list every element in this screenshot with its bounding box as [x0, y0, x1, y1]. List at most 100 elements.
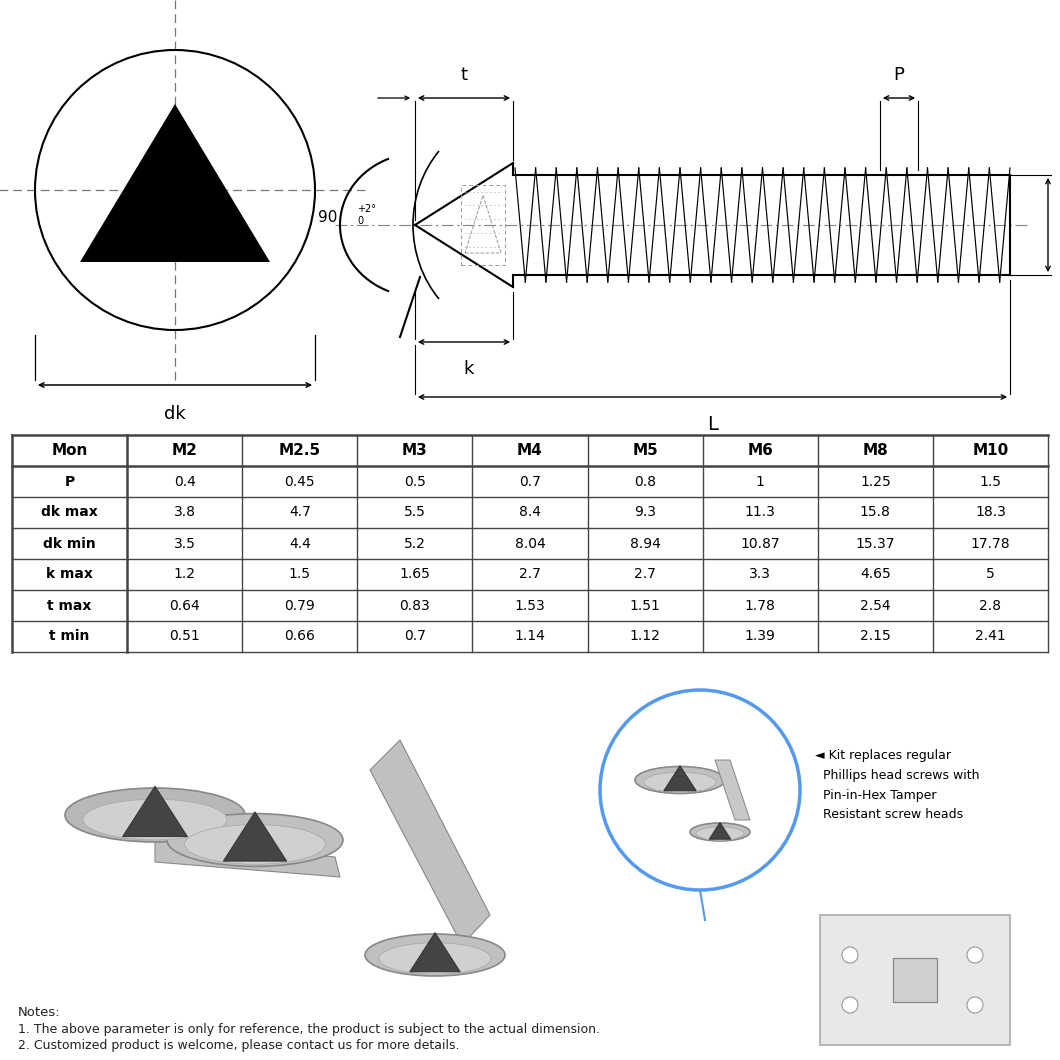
Bar: [820, 915, 1010, 1045]
Bar: [893, 958, 937, 1002]
Polygon shape: [664, 765, 696, 791]
Polygon shape: [716, 760, 750, 820]
Text: 2.8: 2.8: [979, 599, 1002, 613]
Text: 5: 5: [986, 567, 995, 582]
Text: 15.37: 15.37: [855, 536, 895, 550]
Text: 1.5: 1.5: [979, 475, 1002, 489]
Polygon shape: [370, 740, 490, 946]
Text: 17.78: 17.78: [971, 536, 1010, 550]
Text: dk min: dk min: [43, 536, 96, 550]
Circle shape: [842, 997, 858, 1013]
Text: 2.41: 2.41: [975, 630, 1006, 643]
Text: 0.79: 0.79: [284, 599, 315, 613]
Ellipse shape: [184, 825, 325, 864]
Text: 0.83: 0.83: [400, 599, 430, 613]
Polygon shape: [224, 812, 286, 861]
Text: 3.8: 3.8: [174, 506, 196, 519]
Text: 1.51: 1.51: [630, 599, 660, 613]
Ellipse shape: [167, 814, 343, 866]
Text: P: P: [65, 475, 74, 489]
Text: 0.51: 0.51: [170, 630, 200, 643]
Text: 8.04: 8.04: [514, 536, 546, 550]
Text: 11.3: 11.3: [745, 506, 776, 519]
Ellipse shape: [65, 788, 245, 842]
Text: 18.3: 18.3: [975, 506, 1006, 519]
Polygon shape: [410, 933, 460, 972]
Ellipse shape: [365, 934, 505, 976]
Text: 4.7: 4.7: [288, 506, 311, 519]
Text: 1.2: 1.2: [174, 567, 196, 582]
Text: 0.64: 0.64: [170, 599, 200, 613]
Text: 3.5: 3.5: [174, 536, 196, 550]
Text: 3.3: 3.3: [749, 567, 772, 582]
Text: ◄ Kit replaces regular: ◄ Kit replaces regular: [815, 748, 951, 761]
Text: 8.4: 8.4: [519, 506, 541, 519]
Text: t: t: [460, 66, 467, 84]
Text: 1.65: 1.65: [400, 567, 430, 582]
Text: 4.65: 4.65: [860, 567, 890, 582]
Text: 0.7: 0.7: [404, 630, 426, 643]
Polygon shape: [709, 823, 730, 840]
Text: t max: t max: [48, 599, 92, 613]
Text: 2.7: 2.7: [519, 567, 541, 582]
Text: k max: k max: [47, 567, 93, 582]
Text: 0: 0: [357, 216, 364, 226]
Text: 0.7: 0.7: [519, 475, 541, 489]
Polygon shape: [123, 787, 188, 836]
Text: 5.5: 5.5: [404, 506, 426, 519]
Ellipse shape: [83, 799, 227, 840]
Text: M5: M5: [632, 443, 658, 458]
Text: +2°: +2°: [357, 204, 376, 214]
Ellipse shape: [635, 766, 725, 794]
Text: M10: M10: [972, 443, 1008, 458]
Text: 15.8: 15.8: [860, 506, 890, 519]
Text: 90: 90: [318, 210, 337, 225]
Text: 9.3: 9.3: [634, 506, 656, 519]
Ellipse shape: [690, 823, 750, 841]
Text: Mon: Mon: [51, 443, 88, 458]
Text: Notes:: Notes:: [18, 1006, 60, 1019]
Text: 1: 1: [756, 475, 764, 489]
Ellipse shape: [379, 942, 491, 974]
Text: M2: M2: [172, 443, 197, 458]
Text: 1.39: 1.39: [745, 630, 776, 643]
Text: 1.78: 1.78: [745, 599, 776, 613]
Circle shape: [842, 947, 858, 962]
Circle shape: [967, 947, 983, 962]
Text: 1.14: 1.14: [514, 630, 546, 643]
Text: 0.5: 0.5: [404, 475, 426, 489]
Text: M4: M4: [517, 443, 543, 458]
Text: 5.2: 5.2: [404, 536, 426, 550]
Text: Phillips head screws with: Phillips head screws with: [823, 768, 979, 781]
Text: 8.94: 8.94: [630, 536, 660, 550]
Text: M2.5: M2.5: [279, 443, 321, 458]
Text: Pin-in-Hex Tamper: Pin-in-Hex Tamper: [823, 789, 936, 801]
Text: 1.12: 1.12: [630, 630, 660, 643]
Text: 0.45: 0.45: [284, 475, 315, 489]
Text: 1.25: 1.25: [860, 475, 890, 489]
Text: Resistant screw heads: Resistant screw heads: [823, 809, 964, 822]
Text: 10.87: 10.87: [740, 536, 780, 550]
Text: 0.8: 0.8: [634, 475, 656, 489]
Ellipse shape: [696, 827, 744, 841]
Text: k: k: [464, 360, 474, 378]
Text: 2.15: 2.15: [860, 630, 890, 643]
Polygon shape: [80, 104, 270, 262]
Text: 0.66: 0.66: [284, 630, 315, 643]
Text: 1.5: 1.5: [288, 567, 311, 582]
Text: M8: M8: [863, 443, 888, 458]
Text: dk max: dk max: [41, 506, 98, 519]
Text: 1.53: 1.53: [514, 599, 546, 613]
Circle shape: [967, 997, 983, 1013]
Text: 2.7: 2.7: [634, 567, 656, 582]
Text: 1. The above parameter is only for reference, the product is subject to the actu: 1. The above parameter is only for refer…: [18, 1023, 600, 1036]
Text: 2. Customized product is welcome, please contact us for more details.: 2. Customized product is welcome, please…: [18, 1040, 459, 1053]
Text: 2.54: 2.54: [860, 599, 890, 613]
Text: dk: dk: [164, 405, 186, 423]
Text: 4.4: 4.4: [288, 536, 311, 550]
Text: 0.4: 0.4: [174, 475, 196, 489]
Text: P: P: [894, 66, 904, 84]
Ellipse shape: [644, 772, 716, 793]
Text: L: L: [707, 416, 718, 434]
Text: M3: M3: [402, 443, 428, 458]
